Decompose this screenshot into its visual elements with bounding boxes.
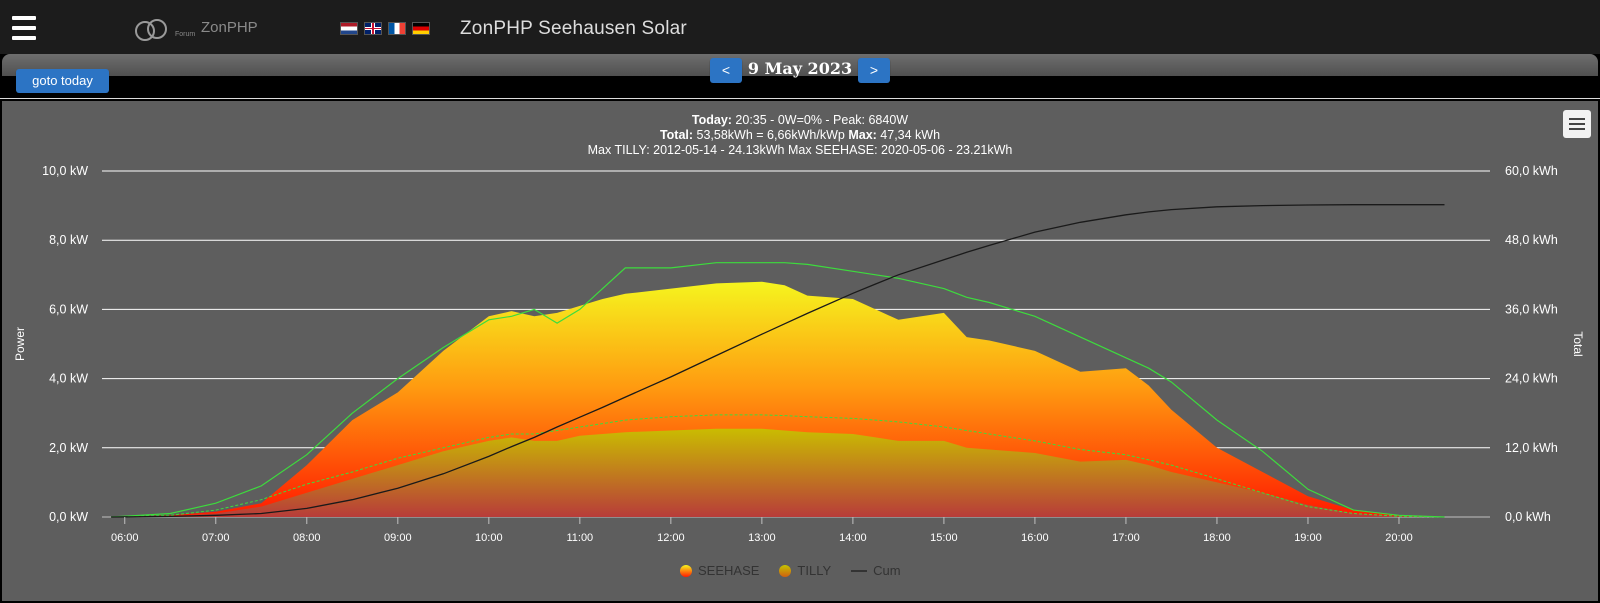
legend-cum-label: Cum xyxy=(873,563,901,578)
legend-cum-swatch xyxy=(851,569,868,572)
y2-tick-label: 36,0 kWh xyxy=(1505,302,1558,316)
x-tick-label: 08:00 xyxy=(293,532,321,544)
zonphp-logo[interactable]: Forum ZonPHP xyxy=(133,15,263,45)
today-value: 20:35 - 0W=0% - Peak: 6840W xyxy=(731,113,909,127)
chart-legend: SEEHASE TILLY Cum xyxy=(680,563,901,578)
y2-tick-label: 60,0 kWh xyxy=(1505,164,1558,178)
stats-line-records: Max TILLY: 2012-05-14 - 24.13kWh Max SEE… xyxy=(587,143,1013,157)
legend-tilly-swatch xyxy=(779,564,792,577)
flag-de-icon[interactable] xyxy=(412,22,430,35)
y2-tick-label: 48,0 kWh xyxy=(1505,233,1558,247)
x-tick-label: 17:00 xyxy=(1112,532,1140,544)
y2-tick-label: 24,0 kWh xyxy=(1505,372,1558,386)
goto-today-button[interactable]: goto today xyxy=(16,69,109,93)
hamburger-menu-icon[interactable] xyxy=(12,16,36,40)
x-tick-label: 16:00 xyxy=(1021,532,1049,544)
y2-tick-label: 0,0 kWh xyxy=(1505,510,1551,524)
logo-rings-icon xyxy=(135,19,167,41)
legend-tilly-label: TILLY xyxy=(797,563,832,578)
y2-axis-title: Total xyxy=(1571,331,1585,356)
max-value: 47,34 kWh xyxy=(876,128,941,142)
flag-fr-icon[interactable] xyxy=(388,22,406,35)
y-tick-label: 8,0 kW xyxy=(49,233,88,247)
reference-line-dashed xyxy=(111,414,1445,518)
prev-day-button[interactable]: < xyxy=(710,58,742,83)
x-tick-label: 14:00 xyxy=(839,532,867,544)
logo-text: ZonPHP xyxy=(201,19,258,36)
stats-line-today: Today: 20:35 - 0W=0% - Peak: 6840W xyxy=(0,113,1600,127)
y-tick-label: 0,0 kW xyxy=(49,510,88,524)
flag-uk-icon[interactable] xyxy=(364,22,382,35)
y-tick-label: 6,0 kW xyxy=(49,302,88,316)
date-nav-bar xyxy=(2,54,1598,76)
x-tick-label: 18:00 xyxy=(1203,532,1231,544)
x-tick-label: 19:00 xyxy=(1294,532,1322,544)
x-tick-label: 11:00 xyxy=(566,532,593,544)
x-tick-label: 10:00 xyxy=(475,532,503,544)
current-date: 9 May 2023 xyxy=(747,59,853,78)
separator-line xyxy=(0,98,1600,99)
x-tick-label: 15:00 xyxy=(930,532,958,544)
series-tilly-area[interactable] xyxy=(111,428,1445,517)
logo-subtext: Forum xyxy=(175,31,196,38)
chart-menu-button[interactable] xyxy=(1563,110,1591,138)
legend-seehase-label: SEEHASE xyxy=(698,563,760,578)
x-tick-label: 09:00 xyxy=(384,532,412,544)
flag-nl-icon[interactable] xyxy=(340,22,358,35)
x-tick-label: 20:00 xyxy=(1385,532,1413,544)
x-tick-label: 13:00 xyxy=(748,532,776,544)
series-cum-line[interactable] xyxy=(111,204,1445,518)
y-tick-label: 2,0 kW xyxy=(49,441,88,455)
y-tick-label: 4,0 kW xyxy=(49,372,88,386)
total-label: Total: xyxy=(659,128,694,142)
legend-item-cum[interactable]: Cum xyxy=(851,563,901,578)
site-title: ZonPHP Seehausen Solar xyxy=(460,18,687,39)
reference-line-solid xyxy=(111,262,1445,518)
legend-item-tilly[interactable]: TILLY xyxy=(779,563,831,578)
x-tick-label: 06:00 xyxy=(111,532,139,544)
x-tick-label: 12:00 xyxy=(657,532,685,544)
language-flags xyxy=(340,22,430,35)
max-label: Max: xyxy=(848,128,877,142)
stats-line-total: Total: 53,58kWh = 6,66kWh/kWp Max: 47,34… xyxy=(0,128,1600,142)
next-day-button[interactable]: > xyxy=(858,58,890,83)
today-label: Today: xyxy=(691,113,732,127)
top-bar: Forum ZonPHP ZonPHP Seehausen Solar xyxy=(0,0,1600,54)
y-tick-label: 10,0 kW xyxy=(42,164,88,178)
total-value: 53,58kWh = 6,66kWh/kWp xyxy=(693,128,849,142)
legend-item-seehase[interactable]: SEEHASE xyxy=(680,563,759,578)
legend-seehase-swatch xyxy=(680,564,692,577)
y-axis-title: Power xyxy=(13,327,27,361)
x-tick-label: 07:00 xyxy=(202,532,230,544)
y2-tick-label: 12,0 kWh xyxy=(1505,441,1558,455)
